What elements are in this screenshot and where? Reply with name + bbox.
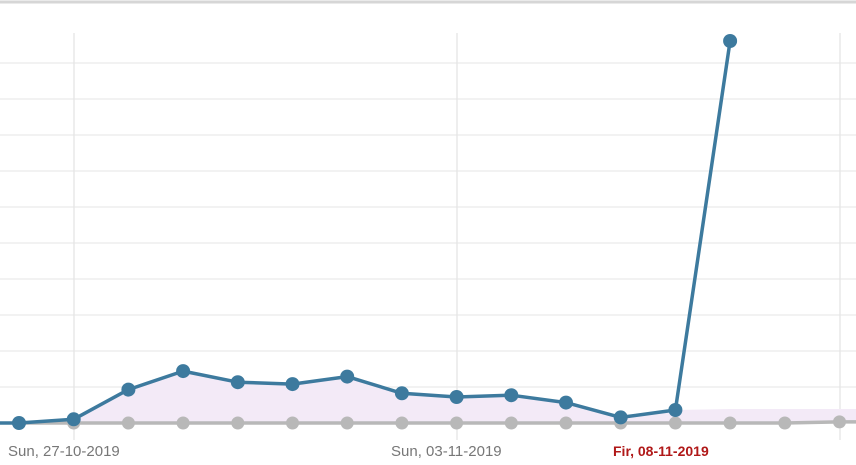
series-2-point-15 [833, 415, 846, 429]
series-2-point-2 [121, 416, 135, 430]
horizontal-gridlines [0, 62, 856, 388]
series-2-point-8 [450, 416, 464, 430]
series-2-point-6 [340, 416, 354, 430]
series-2-point-3 [176, 416, 190, 430]
series-2-point-5 [286, 416, 299, 430]
series-1-line [0, 40, 732, 425]
series-1-point-3 [176, 364, 191, 379]
vertical-gridlines [73, 33, 841, 440]
series-1-point-2 [121, 382, 136, 397]
series-layer [0, 34, 856, 430]
series-2-point-7 [395, 416, 409, 430]
series-2-line [19, 420, 856, 425]
series-1-point-11 [613, 410, 628, 425]
series-1-point-6 [340, 369, 355, 384]
series-1-point-8 [449, 390, 464, 404]
x-tick-label-2: Fir, 08-11-2019 [613, 443, 709, 459]
series-1-point-13 [723, 34, 738, 48]
x-tick-label-1: Sun, 03-11-2019 [391, 443, 502, 460]
series-1-point-7 [394, 386, 409, 401]
series-2-point-12 [668, 416, 682, 430]
series-1-point-4 [230, 375, 245, 390]
series-1-point-10 [559, 395, 573, 410]
series-1-point-0 [12, 416, 26, 430]
series-1-point-1 [66, 412, 81, 427]
series-2-point-4 [231, 416, 245, 430]
series-2-point-9 [504, 416, 518, 430]
series-2-point-13 [723, 416, 737, 430]
series-2-point-14 [778, 416, 792, 430]
series-1-point-5 [285, 377, 300, 392]
series-1-point-9 [504, 388, 519, 403]
x-tick-labels: Sun, 27-10-2019 Sun, 03-11-2019 Fir, 08-11… [8, 443, 709, 460]
x-tick-label-0: Sun, 27-10-2019 [8, 443, 120, 460]
series-2-point-10 [559, 416, 573, 430]
series-1-point-12 [668, 403, 683, 417]
